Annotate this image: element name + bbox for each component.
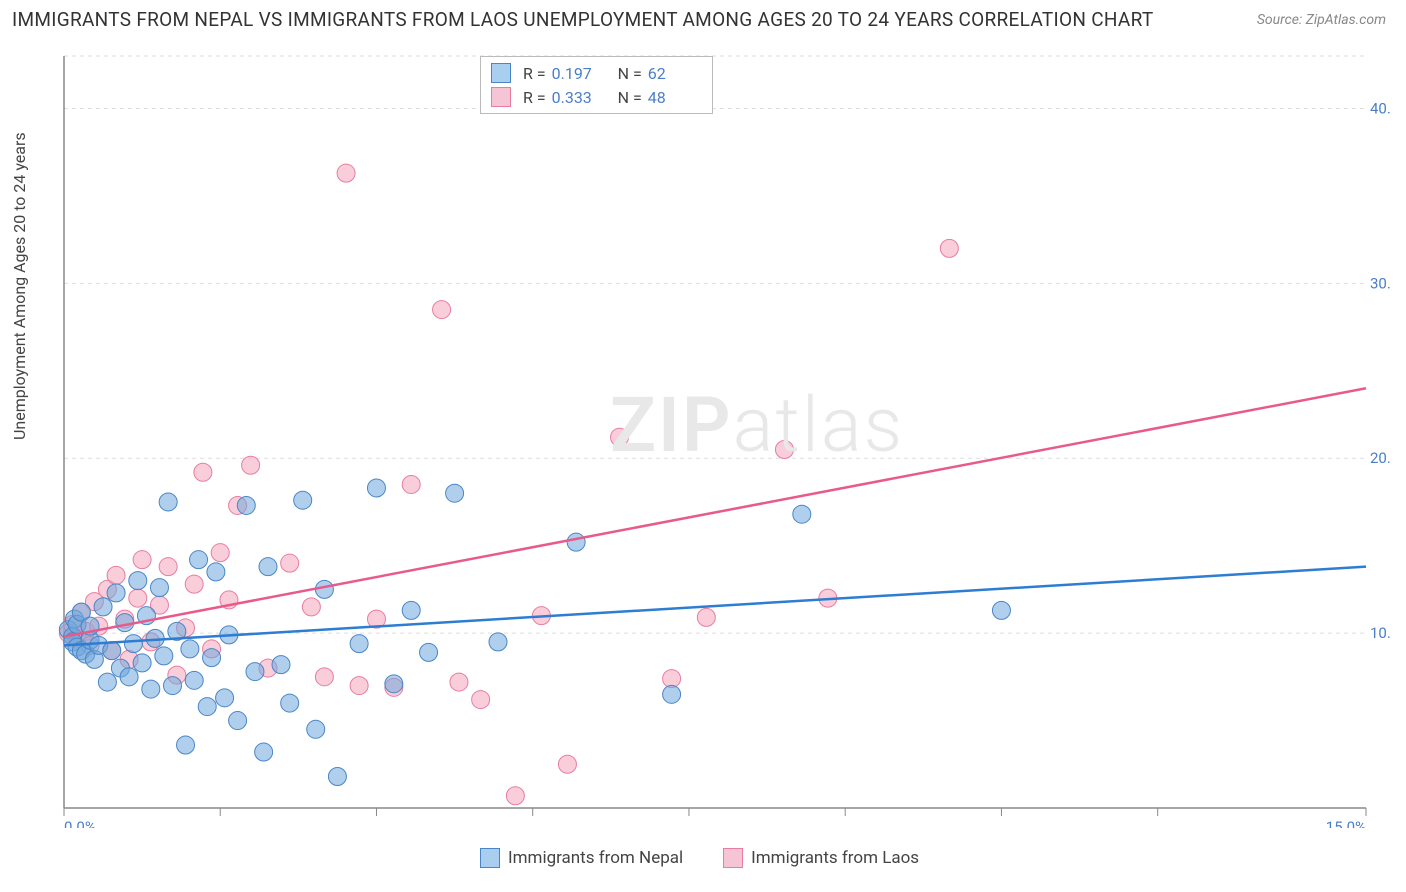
legend-swatch [480, 848, 500, 868]
legend-stat-row: R = 0.197 N = 62 [491, 61, 702, 85]
chart-title: IMMIGRANTS FROM NEPAL VS IMMIGRANTS FROM… [12, 8, 1154, 31]
legend-stat-row: R = 0.333 N = 48 [491, 85, 702, 109]
svg-text:30.0%: 30.0% [1370, 274, 1390, 292]
n-label: N = [618, 88, 642, 107]
n-value: 62 [648, 64, 702, 83]
n-value: 48 [648, 88, 702, 107]
r-label: R = [523, 88, 546, 107]
r-label: R = [523, 64, 546, 83]
r-value: 0.197 [552, 64, 606, 83]
scatter-plot: 10.0% 20.0% 30.0% 40.0% 0.0% 15.0% [50, 48, 1390, 828]
legend-swatch [491, 87, 511, 107]
svg-text:10.0%: 10.0% [1370, 624, 1390, 642]
legend-stats-box: R = 0.197 N = 62 R = 0.333 N = 48 [480, 56, 713, 114]
r-value: 0.333 [552, 88, 606, 107]
legend-series-label: Immigrants from Laos [751, 848, 919, 868]
legend-swatch [491, 63, 511, 83]
y-axis-label: Unemployment Among Ages 20 to 24 years [10, 132, 29, 440]
svg-text:20.0%: 20.0% [1370, 449, 1390, 467]
chart-area: 10.0% 20.0% 30.0% 40.0% 0.0% 15.0% [50, 48, 1390, 828]
svg-text:15.0%: 15.0% [1326, 818, 1366, 828]
legend-series-label: Immigrants from Nepal [508, 848, 683, 868]
legend-series-item: Immigrants from Nepal [480, 848, 683, 868]
svg-text:40.0%: 40.0% [1370, 99, 1390, 117]
legend-swatch [723, 848, 743, 868]
legend-series: Immigrants from Nepal Immigrants from Lao… [480, 848, 919, 868]
legend-series-item: Immigrants from Laos [723, 848, 919, 868]
n-label: N = [618, 64, 642, 83]
svg-text:0.0%: 0.0% [64, 818, 96, 828]
source-attribution: Source: ZipAtlas.com [1257, 12, 1386, 28]
